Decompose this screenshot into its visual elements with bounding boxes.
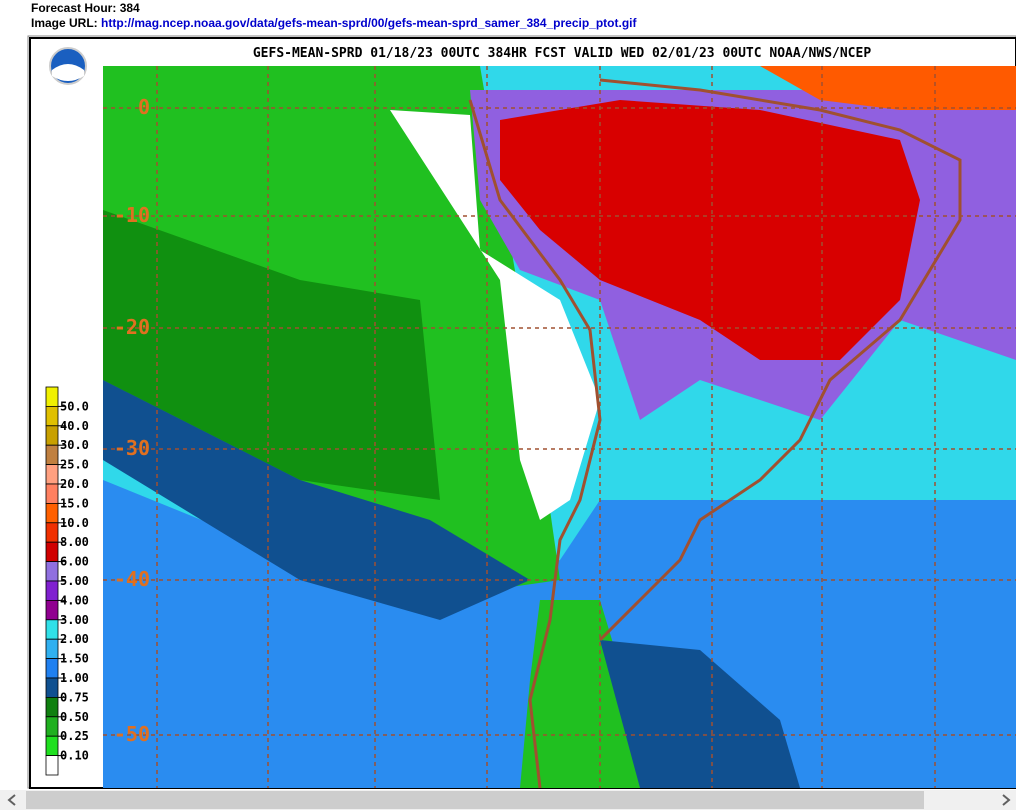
legend-swatch	[45, 755, 59, 776]
legend-label: 3.00	[60, 613, 89, 627]
legend-label: 4.00	[60, 593, 89, 607]
legend-swatch	[45, 522, 59, 543]
legend-swatch	[45, 638, 59, 660]
field-dkblue	[103, 380, 530, 620]
legend-swatch	[45, 716, 59, 737]
value: 384	[119, 1, 140, 15]
legend-label: 40.0	[60, 419, 89, 433]
legend-label: 10.0	[60, 516, 89, 530]
lat-label: 0	[138, 95, 150, 119]
legend-label: 0.10	[60, 749, 89, 763]
legend-swatch	[45, 658, 59, 679]
field-south-dkblue	[600, 640, 800, 788]
graticule	[103, 66, 1016, 788]
lat-label: -30	[114, 436, 150, 460]
legend-label: 25.0	[60, 458, 89, 472]
legend-swatch	[45, 580, 59, 601]
field-dkgreen	[103, 210, 440, 500]
scroll-right[interactable]	[1002, 794, 1011, 806]
legend-label: 0.25	[60, 729, 89, 743]
image-url: Image URL: http://mag.ncep.noaa.gov/data…	[31, 16, 637, 30]
forecast-hour: Forecast Hour: 384	[31, 1, 140, 15]
lat-label: -20	[114, 315, 150, 339]
legend-swatch	[45, 502, 59, 524]
legend-swatch	[45, 561, 59, 582]
url-link[interactable]: http://mag.ncep.noaa.gov/data/gefs-mean-…	[101, 16, 637, 30]
legend-swatch	[45, 735, 59, 757]
legend-label: 8.00	[60, 535, 89, 549]
legend-swatch	[45, 600, 59, 621]
legend-label: 1.50	[60, 652, 89, 666]
legend-label: 50.0	[60, 399, 89, 413]
field-orange	[760, 66, 1016, 110]
legend-swatch	[45, 677, 59, 698]
legend-label: 0.75	[60, 690, 89, 704]
scroll-left[interactable]	[7, 794, 16, 806]
legend-label: 0.50	[60, 710, 89, 724]
legend-label: 15.0	[60, 496, 89, 510]
legend-label: 6.00	[60, 555, 89, 569]
legend-label: 20.0	[60, 477, 89, 491]
scroll-thumb[interactable]	[26, 791, 924, 809]
lat-label: -40	[114, 567, 150, 591]
legend-swatch	[45, 619, 59, 640]
lat-label: -10	[114, 203, 150, 227]
legend-label: 30.0	[60, 438, 89, 452]
legend-label: 5.00	[60, 574, 89, 588]
coastline	[468, 78, 962, 789]
legend-label: 1.00	[60, 671, 89, 685]
legend-swatch	[45, 483, 59, 504]
map-title: GEFS-MEAN-SPRD 01/18/23 00UTC 384HR FCST…	[253, 46, 871, 61]
field-red	[500, 100, 920, 360]
legend-swatch	[45, 386, 59, 407]
legend-swatch	[45, 541, 59, 563]
legend-swatch	[45, 444, 59, 466]
legend-label: 2.00	[60, 632, 89, 646]
label: Image URL:	[31, 16, 98, 30]
label: Forecast Hour:	[31, 1, 117, 15]
legend-swatch	[45, 425, 59, 446]
legend-swatch	[45, 464, 59, 485]
field	[103, 66, 1016, 789]
legend-swatch	[45, 697, 59, 718]
field-white	[390, 110, 600, 520]
legend-swatch	[45, 405, 59, 427]
noaa-logo-wave	[52, 64, 84, 81]
lat-label: -50	[114, 722, 150, 746]
